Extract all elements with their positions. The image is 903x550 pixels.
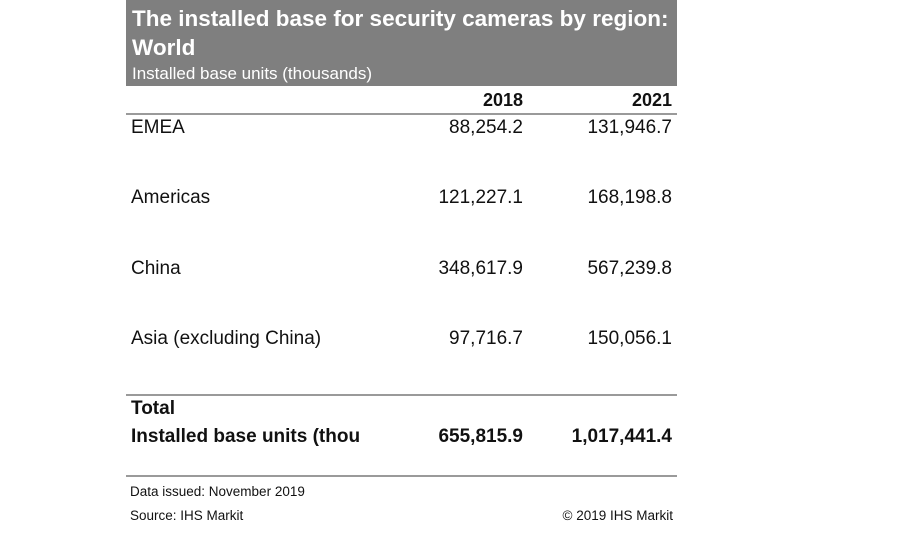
total-value-2018: 655,815.9 <box>438 426 523 447</box>
data-table-figure: The installed base for security cameras … <box>126 0 677 523</box>
copyright-note: © 2019 IHS Markit <box>562 508 674 523</box>
row-value-2018: 88,254.2 <box>449 117 523 138</box>
column-header-2021: 2021 <box>631 90 672 110</box>
row-value-2021: 131,946.7 <box>587 117 672 138</box>
table-row: Americas 121,227.1 168,198.8 <box>126 187 677 211</box>
row-label: Americas <box>131 187 211 208</box>
data-issued-note: Data issued: November 2019 <box>130 484 305 499</box>
row-value-2021: 567,239.8 <box>587 258 672 279</box>
table-subtitle: Installed base units (thousands) <box>132 64 373 83</box>
total-value-2021: 1,017,441.4 <box>571 426 672 447</box>
total-row-label-line1: Total <box>126 398 677 422</box>
source-note: Source: IHS Markit <box>130 508 244 523</box>
total-label: Total <box>131 398 175 419</box>
table-title: The installed base for security cameras … <box>132 6 669 60</box>
total-label-units: Installed base units (thou <box>131 426 361 447</box>
row-value-2021: 150,056.1 <box>587 328 672 349</box>
table-header-band: The installed base for security cameras … <box>126 0 677 86</box>
table-row: China 348,617.9 567,239.8 <box>126 258 677 282</box>
total-top-rule <box>126 394 677 396</box>
header-rule <box>126 113 677 115</box>
row-value-2018: 121,227.1 <box>438 187 523 208</box>
table-row: Asia (excluding China) 97,716.7 150,056.… <box>126 328 677 352</box>
column-header-2018: 2018 <box>482 90 523 110</box>
table-row: EMEA 88,254.2 131,946.7 <box>126 117 677 141</box>
total-row: Installed base units (thou 655,815.9 1,0… <box>126 426 677 450</box>
row-value-2021: 168,198.8 <box>587 187 672 208</box>
table-bottom-rule <box>126 475 677 477</box>
row-value-2018: 97,716.7 <box>449 328 523 349</box>
row-value-2018: 348,617.9 <box>438 258 523 279</box>
row-label: Asia (excluding China) <box>131 328 322 349</box>
row-label: China <box>131 258 181 279</box>
row-label: EMEA <box>131 117 185 138</box>
